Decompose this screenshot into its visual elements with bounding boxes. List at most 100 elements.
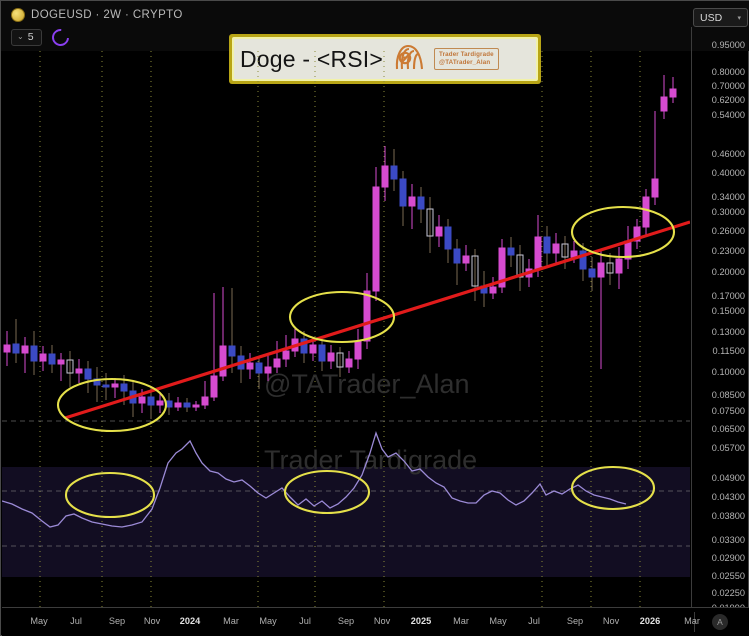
- candle-body: [48, 353, 56, 365]
- price-tick: 0.07500: [711, 406, 745, 416]
- candle-body: [39, 353, 47, 362]
- price-tick: 0.54000: [711, 110, 745, 120]
- banner-title: Doge - <RSI>: [240, 45, 384, 72]
- credit-line-2: @TATrader_Alan: [439, 59, 491, 66]
- candle-body: [84, 368, 92, 380]
- credit-line-1: Trader Tardigrade: [439, 51, 494, 59]
- interval-value: 5: [27, 31, 34, 43]
- candle-body: [588, 268, 596, 278]
- candle-body: [381, 165, 389, 188]
- refresh-icon[interactable]: [48, 25, 73, 50]
- time-axis[interactable]: A May Jul Sep Nov 2024 Mar May Jul Sep Nov 2025 Mar…: [2, 607, 749, 636]
- ellipse-rsi-consolidation-3: [570, 465, 656, 511]
- banner-face: Doge - <RSI>: [234, 39, 536, 79]
- price-tick: 0.03800: [711, 511, 745, 521]
- symbol-row[interactable]: DOGEUSD · 2W · CRYPTO: [11, 8, 183, 22]
- candle-body: [642, 196, 650, 228]
- ellipse-price-consolidation-1: [56, 377, 168, 433]
- price-tick: 0.03300: [711, 535, 745, 545]
- candle-body: [327, 352, 335, 362]
- candlestick-series: [3, 75, 677, 419]
- symbol-label: DOGEUSD · 2W · CRYPTO: [31, 9, 183, 21]
- candle-body: [444, 226, 452, 250]
- candle-body: [264, 366, 272, 374]
- price-tick: 0.80000: [711, 67, 745, 77]
- price-tick: 0.15000: [711, 306, 745, 316]
- candle-body: [372, 186, 380, 292]
- credit-box: Trader Tardigrade @TATrader_Alan: [434, 48, 499, 70]
- alert-button[interactable]: A: [694, 612, 745, 632]
- candle-body: [183, 402, 191, 408]
- time-tick: Sep: [337, 616, 355, 626]
- doge-coin-icon: [11, 8, 25, 22]
- candle-body: [606, 262, 614, 274]
- price-tick: 0.02900: [711, 553, 745, 563]
- candle-body: [471, 255, 479, 287]
- price-tick: 0.11500: [712, 346, 745, 356]
- candle-body: [192, 404, 200, 408]
- time-tick: 2024: [179, 616, 201, 626]
- price-tick: 0.10000: [711, 367, 745, 377]
- trendline-annotation: [64, 220, 690, 420]
- time-tick: May: [30, 616, 48, 626]
- candle-body: [147, 396, 155, 406]
- price-tick: 0.13000: [711, 327, 745, 337]
- rsi-series: [2, 430, 627, 528]
- candle-body: [363, 290, 371, 342]
- candle-body: [453, 248, 461, 264]
- candle-body: [345, 358, 353, 368]
- interval-select[interactable]: ⌄ 5: [11, 29, 42, 46]
- candle-body: [399, 178, 407, 207]
- candle-body: [57, 359, 65, 365]
- candle-body: [111, 383, 119, 388]
- time-tick: Mar: [684, 616, 700, 626]
- ellipse-price-consolidation-2: [288, 290, 396, 344]
- time-tick: 2025: [410, 616, 432, 626]
- price-tick: 0.95000: [711, 40, 745, 50]
- price-tick: 0.20000: [711, 267, 745, 277]
- candle-body: [435, 226, 443, 237]
- candle-body: [12, 343, 20, 354]
- price-axis[interactable]: 0.95000 0.80000 0.70000 0.62000 0.54000 0.460…: [691, 27, 749, 613]
- candle-body: [417, 196, 425, 210]
- candle-body: [597, 262, 605, 278]
- price-tick: 0.04300: [711, 492, 745, 502]
- candle-body: [30, 345, 38, 362]
- candle-body: [633, 226, 641, 242]
- candle-body: [561, 243, 569, 258]
- tardigrade-logo-icon: [393, 42, 427, 77]
- candle-body: [669, 88, 677, 98]
- price-tick: 0.62000: [711, 95, 745, 105]
- chart-plot-area[interactable]: @TATrader_Alan Trader Tardigrade: [2, 51, 690, 607]
- candle-body: [615, 258, 623, 274]
- currency-select[interactable]: USD ▾: [693, 8, 748, 27]
- candle-body: [651, 178, 659, 198]
- candle-body: [318, 344, 326, 362]
- price-tick: 0.34000: [711, 192, 745, 202]
- candle-body: [201, 396, 209, 406]
- candle-body: [579, 250, 587, 270]
- candle-body: [156, 400, 164, 406]
- candle-body: [174, 402, 182, 408]
- chart-controls-row: ⌄ 5: [11, 25, 73, 50]
- trendline: [64, 220, 690, 420]
- time-tick: Jul: [299, 616, 311, 626]
- candle-body: [282, 350, 290, 360]
- candle-body: [255, 362, 263, 374]
- price-tick: 0.26000: [711, 226, 745, 236]
- candle-body: [210, 375, 218, 398]
- price-tick: 0.46000: [711, 149, 745, 159]
- price-tick: 0.02250: [711, 588, 745, 598]
- candle-body: [219, 345, 227, 377]
- chart-svg: @TATrader_Alan Trader Tardigrade: [2, 51, 690, 607]
- time-tick: 2026: [639, 616, 661, 626]
- price-tick: 0.40000: [711, 168, 745, 178]
- price-tick: 0.23000: [711, 246, 745, 256]
- candle-body: [534, 236, 542, 270]
- candle-body: [426, 208, 434, 237]
- candle-body: [354, 340, 362, 360]
- price-tick: 0.06500: [711, 424, 745, 434]
- candle-body: [3, 344, 11, 353]
- rsi-level-lines: [2, 420, 690, 547]
